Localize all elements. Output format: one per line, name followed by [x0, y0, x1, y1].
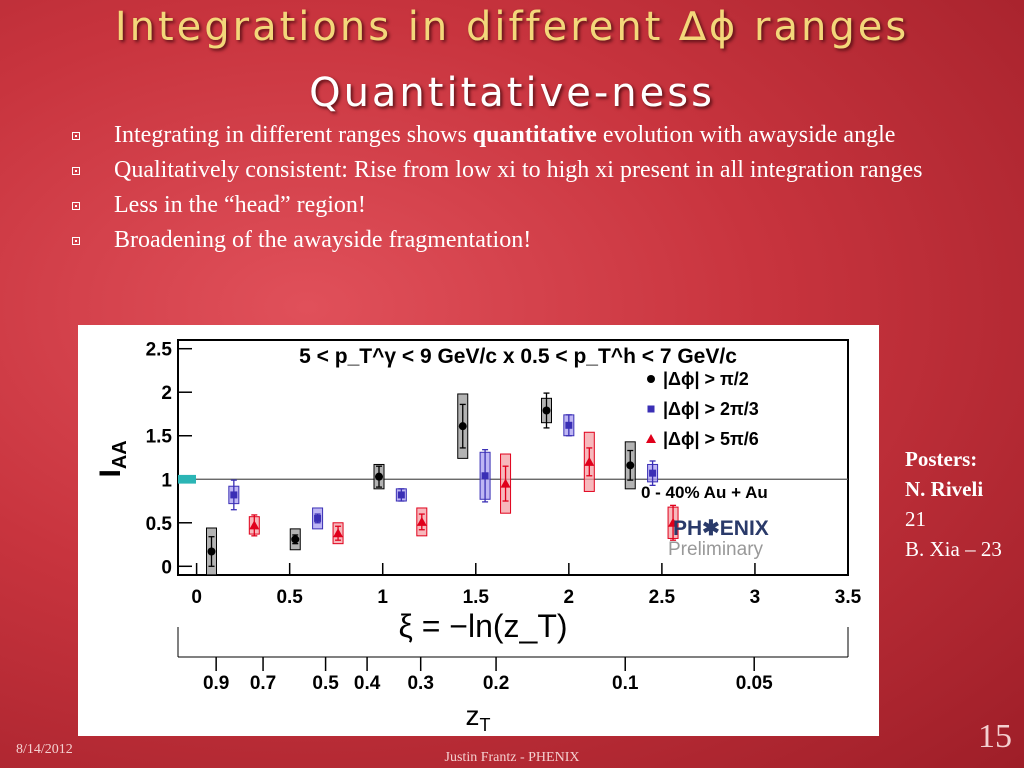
- legend-marker-circle: [647, 375, 655, 383]
- chart-title: 5 < p_T^γ < 9 GeV/c x 0.5 < p_T^h < 7 Ge…: [299, 345, 737, 368]
- title-line-2: Quantitative-ness: [309, 70, 715, 116]
- zt-tick-label: 0.9: [203, 673, 229, 694]
- poster-1-number: 21: [905, 507, 926, 531]
- y-tick-label: 2: [161, 383, 172, 404]
- bullet-square-icon: [72, 237, 80, 245]
- poster-2: B. Xia – 23: [905, 537, 1002, 561]
- zt-tick-label: 0.1: [612, 673, 639, 694]
- x-tick-label: 2.5: [649, 587, 676, 608]
- bullet-item: Integrating in different ranges shows qu…: [70, 122, 950, 149]
- legend-label: |Δϕ| > π/2: [663, 369, 749, 389]
- poster-1-name: N. Riveli: [905, 477, 984, 501]
- data-point-circle: [626, 461, 635, 470]
- phenix-logo-text: PH✱ENIX: [673, 517, 769, 540]
- zt-tick-label: 0.05: [736, 673, 773, 694]
- bullet-item: Broadening of the awayside fragmentation…: [70, 227, 950, 254]
- zt-tick-label: 0.4: [354, 673, 381, 694]
- centrality-annotation: 0 - 40% Au + Au: [641, 483, 768, 502]
- legend-marker-square: [647, 405, 655, 413]
- y-tick-label: 2.5: [146, 340, 173, 361]
- preliminary-label: Preliminary: [668, 539, 764, 560]
- slide-date: 8/14/2012: [16, 742, 73, 757]
- iaa-chart: 0 0.5 1 1.5 2 2.5 0 0.5 1 1.5 2 2.5 3 3.5 IAA 5 < p_T^γ…: [94, 339, 862, 735]
- data-point-circle: [291, 535, 300, 544]
- data-point-circle: [207, 547, 216, 556]
- zt-tick-label: 0.3: [407, 673, 433, 694]
- y-axis-label: IAA: [94, 440, 131, 477]
- slide-footer: Justin Frantz - PHENIX: [444, 750, 580, 765]
- plot-frame: [177, 339, 849, 576]
- legend-label: |Δϕ| > 5π/6: [663, 429, 759, 449]
- zt-tick-label: 0.5: [312, 673, 339, 694]
- data-point-square: [230, 491, 238, 499]
- xi-axis-label: ξ = −ln(z_T): [398, 608, 567, 644]
- data-point-triangle: [249, 520, 260, 530]
- data-point-triangle: [668, 517, 679, 527]
- data-point-square: [397, 491, 405, 499]
- bullet-list: Integrating in different ranges shows qu…: [70, 122, 950, 262]
- y-axis-label-sub: AA: [109, 440, 131, 469]
- page-number: 15: [978, 718, 1012, 755]
- data-point-square: [649, 469, 657, 477]
- bullet-square-icon: [72, 132, 80, 140]
- zt-axis-label: zT: [466, 700, 491, 735]
- y-tick-label: 1.5: [146, 427, 173, 448]
- zt-tick-label: 0.2: [483, 673, 509, 694]
- data-point-triangle: [416, 516, 427, 526]
- bullet-item: Qualitatively consistent: Rise from low …: [70, 157, 950, 184]
- legend-label: |Δϕ| > 2π/3: [663, 399, 759, 419]
- data-point-square: [314, 514, 322, 522]
- data-point-triangle: [500, 478, 511, 488]
- x-tick-label: 0.5: [276, 587, 303, 608]
- data-point-square: [565, 421, 573, 429]
- bullet-item: Less in the “head” region!: [70, 192, 950, 219]
- x-tick-label: 1.5: [463, 587, 490, 608]
- y-tick-label: 0: [161, 557, 172, 578]
- x-tick-label: 3.5: [835, 587, 862, 608]
- chart-panel: 0 0.5 1 1.5 2 2.5 0 0.5 1 1.5 2 2.5 3 3.5 IAA 5 < p_T^γ…: [78, 325, 879, 736]
- data-point-circle: [375, 472, 383, 481]
- x-tick-label: 0: [191, 587, 202, 608]
- data-point-triangle: [584, 456, 595, 466]
- data-point-square: [481, 472, 489, 480]
- y-tick-label: 1: [161, 470, 172, 491]
- x-tick-label: 2: [564, 587, 575, 608]
- data-point-triangle: [333, 528, 344, 538]
- legend-marker-triangle: [646, 434, 656, 443]
- data-point-circle: [458, 422, 467, 431]
- bullet-square-icon: [72, 167, 80, 175]
- x-tick-label: 3: [750, 587, 761, 608]
- title-line-1: Integrations in different ∆ϕ ranges: [114, 4, 910, 50]
- x-tick-label: 1: [377, 587, 388, 608]
- normalization-uncertainty-box: [178, 474, 196, 484]
- posters-note: Posters: N. Riveli 21 B. Xia – 23: [905, 444, 1020, 564]
- y-tick-label: 0.5: [146, 514, 173, 535]
- posters-label: Posters:: [905, 447, 978, 471]
- zt-tick-label: 0.7: [250, 673, 276, 694]
- zt-axis-label-sub: T: [480, 715, 491, 735]
- data-point-circle: [542, 406, 551, 415]
- bullet-square-icon: [72, 202, 80, 210]
